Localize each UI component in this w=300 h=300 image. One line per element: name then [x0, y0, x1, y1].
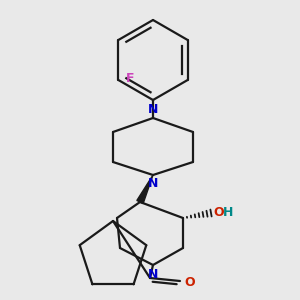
Text: N: N [148, 103, 158, 116]
Text: O: O [184, 275, 195, 289]
Text: H: H [223, 206, 233, 220]
Text: N: N [148, 268, 158, 281]
Text: N: N [148, 177, 158, 190]
Polygon shape [137, 175, 153, 203]
Text: O: O [213, 206, 224, 220]
Text: F: F [126, 71, 135, 85]
